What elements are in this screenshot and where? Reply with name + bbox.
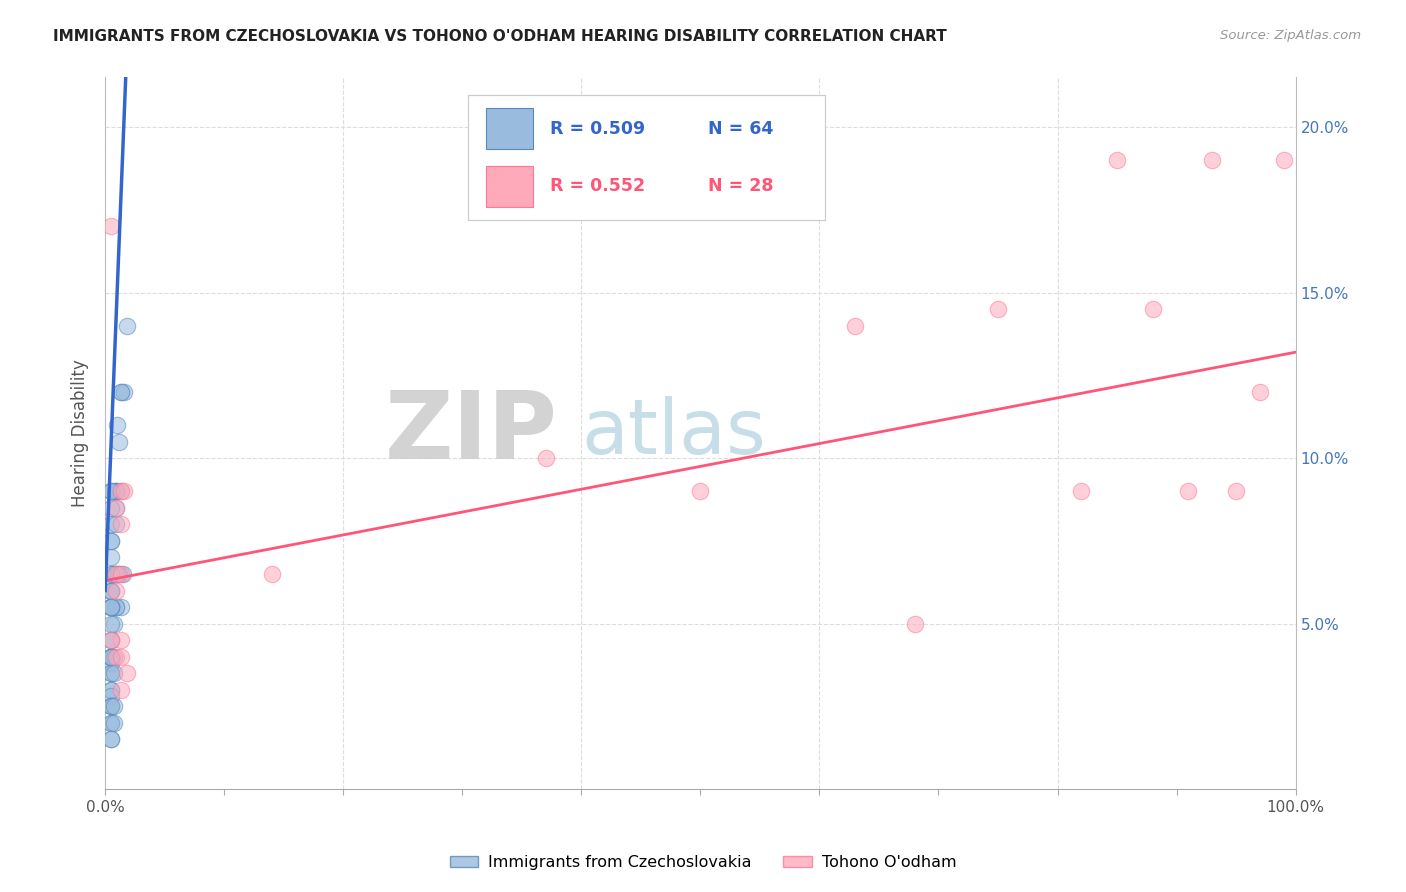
Point [100,500,122,515]
Point [100,633,122,648]
Point [1201,153,1223,168]
Point [103,715,125,730]
Point [100,732,122,747]
Point [100,583,122,598]
Point [110,566,132,581]
Point [100,600,122,615]
Point [100,600,122,615]
Point [100,699,122,714]
Point [100,484,122,499]
Point [101,566,124,581]
Point [103,649,125,664]
Point [103,699,125,714]
Point [110,484,132,499]
Point [1272,153,1295,168]
Point [110,384,132,399]
Point [105,417,128,432]
Point [100,550,122,565]
Point [112,384,135,399]
Point [100,649,122,664]
Point [100,583,122,598]
Point [1225,484,1247,499]
Legend: Immigrants from Czechoslovakia, Tohono O'odham: Immigrants from Czechoslovakia, Tohono O… [443,849,963,877]
Point [1105,153,1128,168]
Point [104,566,127,581]
Y-axis label: Hearing Disability: Hearing Disability [72,359,89,508]
Point [100,600,122,615]
Point [100,666,122,681]
Point [100,219,122,234]
Point [100,699,122,714]
Point [110,517,132,532]
Point [110,484,132,499]
Point [103,666,125,681]
Point [112,566,135,581]
Point [100,649,122,664]
Point [100,649,122,664]
Point [100,633,122,648]
Point [107,566,129,581]
Point [100,633,122,648]
Text: IMMIGRANTS FROM CZECHOSLOVAKIA VS TOHONO O'ODHAM HEARING DISABILITY CORRELATION : IMMIGRANTS FROM CZECHOSLOVAKIA VS TOHONO… [53,29,948,44]
Point [987,302,1010,317]
Point [1249,384,1271,399]
Point [100,682,122,697]
Point [104,600,127,615]
Point [104,649,127,664]
Point [100,682,122,697]
Point [108,434,131,449]
Point [100,699,122,714]
Point [100,649,122,664]
Point [105,484,128,499]
Point [110,682,132,697]
Point [112,484,135,499]
Point [110,649,132,664]
Text: atlas: atlas [581,396,766,470]
Point [100,533,122,548]
Point [100,533,122,548]
Point [100,715,122,730]
Point [104,600,127,615]
Point [104,484,127,499]
Point [100,666,122,681]
Point [100,657,122,671]
Point [110,600,132,615]
Point [100,690,122,704]
Point [104,484,127,499]
Point [110,384,132,399]
Point [100,583,122,598]
Point [108,566,131,581]
Point [115,666,138,681]
Point [100,649,122,664]
Point [1070,484,1092,499]
Point [115,318,138,333]
Point [110,633,132,648]
Point [534,451,557,466]
Text: ZIP: ZIP [385,387,558,479]
Point [100,616,122,631]
Point [104,517,127,532]
Point [100,566,122,581]
Point [100,649,122,664]
Point [260,566,283,581]
Point [100,600,122,615]
Point [100,600,122,615]
Point [1142,302,1164,317]
Point [104,583,127,598]
Point [904,616,927,631]
Point [103,616,125,631]
Point [100,484,122,499]
Text: Source: ZipAtlas.com: Source: ZipAtlas.com [1220,29,1361,42]
Point [1177,484,1199,499]
Point [100,517,122,532]
Point [100,715,122,730]
Point [844,318,866,333]
Point [104,500,127,515]
Point [104,500,127,515]
Point [689,484,711,499]
Point [100,732,122,747]
Point [104,566,127,581]
Point [104,566,127,581]
